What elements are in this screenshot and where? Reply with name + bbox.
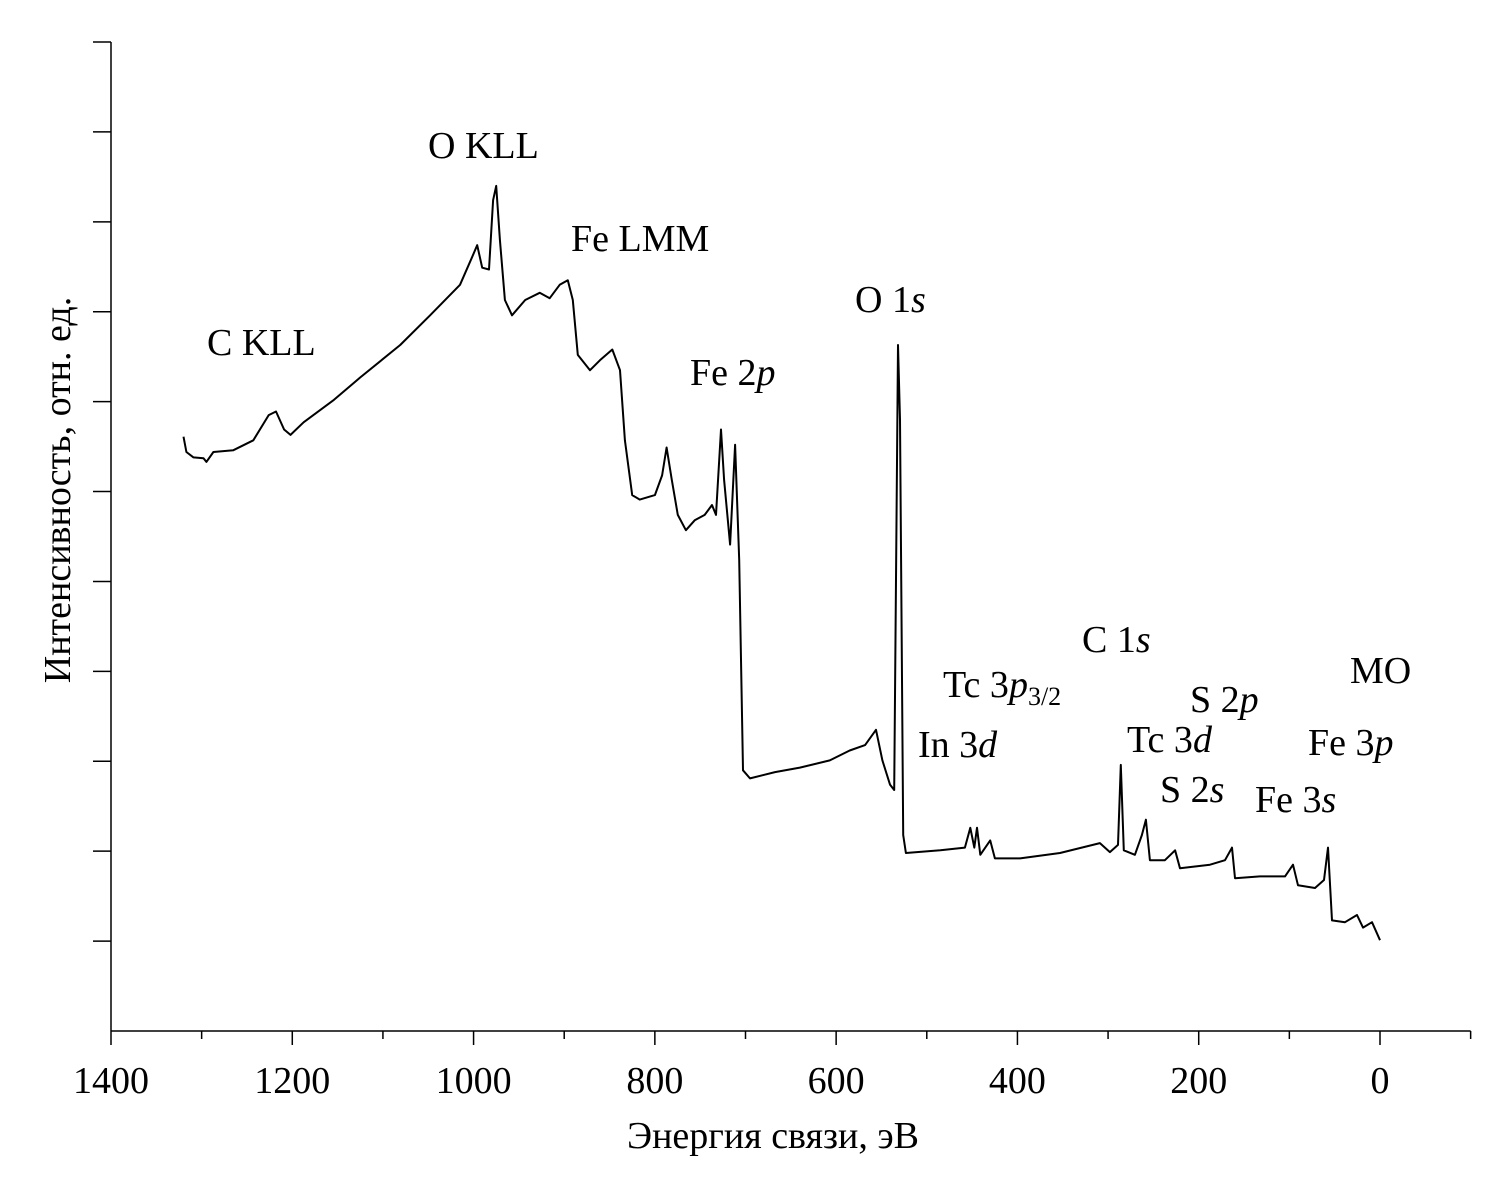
peak-label: C KLL [207, 322, 316, 364]
y-axis-label: Интенсивность, отн. ед. [37, 297, 79, 683]
peak-label: S 2s [1160, 769, 1224, 811]
peak-label-part: d [978, 724, 998, 766]
peak-label-part: s [911, 279, 926, 321]
peak-label-part: MO [1350, 650, 1411, 692]
x-tick-label: 600 [808, 1060, 865, 1102]
peak-label-part: p [1237, 679, 1259, 721]
spectrum-line [182, 184, 1381, 941]
peak-label-part: S 2 [1160, 769, 1210, 811]
peak-label-part: 3/2 [1028, 682, 1061, 711]
peak-label-part: p [1006, 664, 1028, 706]
peak-label-part: p [1372, 722, 1394, 764]
peak-label: O KLL [428, 125, 539, 167]
peak-label-part: Tc 3 [943, 664, 1009, 706]
peak-label-part: p [754, 352, 776, 394]
peak-label-part: s [1210, 769, 1225, 811]
peak-label-part: Tc 3 [1127, 719, 1193, 761]
peak-label: Fe 3p [1308, 722, 1394, 764]
peak-label-part: O 1 [855, 279, 911, 321]
peak-label-part: Fe 3 [1255, 779, 1322, 821]
x-tick-label: 1200 [254, 1060, 330, 1102]
peak-label-part: Fe 2 [690, 352, 757, 394]
peak-label-part: In 3 [918, 724, 978, 766]
peak-label-part: C KLL [207, 322, 316, 364]
peak-label-part: s [1136, 619, 1151, 661]
peak-label: Fe 3s [1255, 779, 1336, 821]
peak-label-part: S 2 [1190, 679, 1240, 721]
peak-label: Tc 3p3/2 [943, 664, 1061, 711]
peak-label: Fe LMM [571, 218, 709, 260]
peak-label: O 1s [855, 279, 926, 321]
x-tick-label: 200 [1170, 1060, 1227, 1102]
peak-label-part: O KLL [428, 125, 539, 167]
x-tick-label: 1400 [73, 1060, 149, 1102]
peak-label-part: Fe 3 [1308, 722, 1375, 764]
peak-label: In 3d [918, 724, 998, 766]
peak-label-part: d [1193, 719, 1213, 761]
peak-label: Fe 2p [690, 352, 776, 394]
x-tick-label: 0 [1371, 1060, 1390, 1102]
x-tick-label: 1000 [436, 1060, 512, 1102]
peak-label: C 1s [1082, 619, 1151, 661]
peak-label-part: s [1322, 779, 1337, 821]
x-tick-label: 800 [626, 1060, 683, 1102]
peak-label-part: C 1 [1082, 619, 1136, 661]
x-axis-label: Энергия связи, эВ [627, 1115, 919, 1157]
peak-label-part: Fe LMM [571, 218, 709, 260]
peak-label: Tc 3d [1127, 719, 1213, 761]
peak-label: MO [1350, 650, 1411, 692]
peak-label: S 2p [1190, 679, 1259, 721]
x-tick-label: 400 [989, 1060, 1046, 1102]
